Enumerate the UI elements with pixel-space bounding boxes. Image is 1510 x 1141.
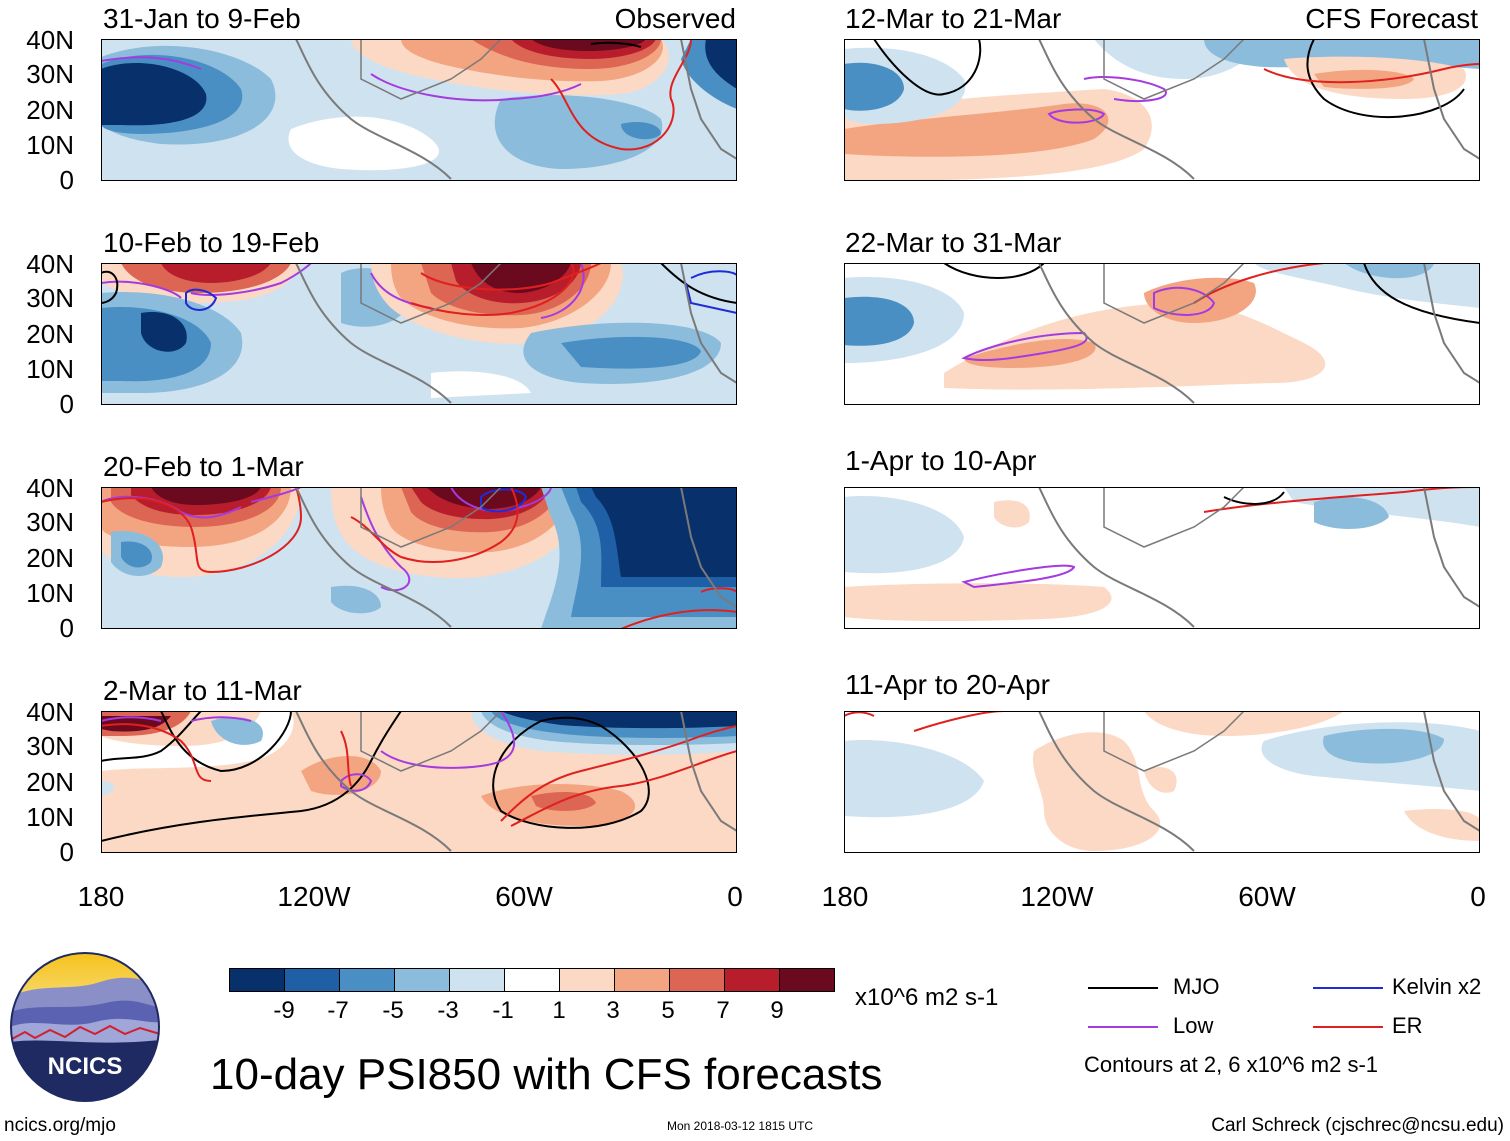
y-tick-label: 30N xyxy=(26,731,74,761)
colorbar-label: 1 xyxy=(552,997,566,1024)
x-tick-label: 120W xyxy=(1020,881,1094,912)
colorbar-swatch xyxy=(285,969,340,991)
y-tick-label: 20N xyxy=(26,95,74,125)
footer-author: Carl Schreck (cjschrec@ncsu.edu) xyxy=(1211,1115,1504,1136)
y-tick-label: 0 xyxy=(59,837,74,867)
y-tick-label: 20N xyxy=(26,767,74,797)
colorbar-swatch xyxy=(780,969,834,991)
colorbar-swatch xyxy=(450,969,505,991)
colorbar-swatch xyxy=(505,969,560,991)
y-tick-label: 10N xyxy=(26,578,74,608)
x-tick-label: 0 xyxy=(727,881,743,912)
y-tick-label: 20N xyxy=(26,319,74,349)
y-tick-label: 0 xyxy=(59,613,74,643)
footer-url: ncics.org/mjo xyxy=(4,1115,116,1136)
ncics-logo: NCICS xyxy=(10,952,160,1102)
map-observed-1 xyxy=(101,39,737,181)
colorbar-swatch xyxy=(615,969,670,991)
colorbar-units: x10^6 m2 s-1 xyxy=(855,984,999,1011)
main-title: 10-day PSI850 with CFS forecasts xyxy=(210,1050,883,1099)
colorbar-label: 5 xyxy=(661,997,675,1024)
map-forecast-2 xyxy=(844,263,1480,405)
panel-title-obs-2: 10-Feb to 19-Feb xyxy=(103,227,320,258)
footer-timestamp: Mon 2018-03-12 1815 UTC xyxy=(667,1119,814,1133)
colorbar-label: 3 xyxy=(606,997,620,1024)
forecast-tag: CFS Forecast xyxy=(1305,3,1478,34)
panel-title-fc-4: 11-Apr to 20-Apr xyxy=(845,669,1050,700)
colorbar-swatch xyxy=(340,969,395,991)
legend-low-label: Low xyxy=(1173,1013,1214,1038)
colorbar xyxy=(229,968,835,992)
colorbar-label: -9 xyxy=(273,997,295,1024)
y-tick-label: 30N xyxy=(26,507,74,537)
y-tick-label: 40N xyxy=(26,697,74,727)
colorbar-label: -3 xyxy=(437,997,459,1024)
map-observed-4 xyxy=(101,711,737,853)
y-tick-label: 10N xyxy=(26,130,74,160)
colorbar-label: 7 xyxy=(716,997,730,1024)
y-tick-label: 0 xyxy=(59,165,74,195)
y-tick-label: 40N xyxy=(26,249,74,279)
panel-title-obs-1: 31-Jan to 9-Feb xyxy=(103,3,301,34)
legend-er-label: ER xyxy=(1392,1013,1423,1038)
observed-tag: Observed xyxy=(614,3,736,34)
map-forecast-3 xyxy=(844,487,1480,629)
colorbar-swatch xyxy=(395,969,450,991)
x-tick-label: 60W xyxy=(495,881,553,912)
colorbar-swatch xyxy=(670,969,725,991)
panel-title-fc-2: 22-Mar to 31-Mar xyxy=(845,227,1062,258)
y-tick-label: 40N xyxy=(26,25,74,55)
map-forecast-1 xyxy=(844,39,1480,181)
map-observed-3 xyxy=(101,487,737,629)
y-tick-label: 40N xyxy=(26,473,74,503)
legend-contour-note: Contours at 2, 6 x10^6 m2 s-1 xyxy=(1084,1052,1379,1077)
legend-kelvin-line xyxy=(1313,987,1383,989)
colorbar-label: -1 xyxy=(492,997,514,1024)
colorbar-label: 9 xyxy=(770,997,784,1024)
colorbar-swatch xyxy=(560,969,615,991)
y-tick-label: 10N xyxy=(26,354,74,384)
legend-mjo-label: MJO xyxy=(1173,974,1220,999)
legend-kelvin-label: Kelvin x2 xyxy=(1392,974,1482,999)
legend-mjo-line xyxy=(1088,987,1158,989)
colorbar-label: -7 xyxy=(327,997,349,1024)
legend-er-line xyxy=(1313,1026,1383,1028)
map-observed-2 xyxy=(101,263,737,405)
colorbar-label: -5 xyxy=(382,997,404,1024)
y-tick-label: 30N xyxy=(26,283,74,313)
y-tick-label: 10N xyxy=(26,802,74,832)
panel-title-fc-1: 12-Mar to 21-Mar xyxy=(845,3,1062,34)
x-tick-label: 0 xyxy=(1470,881,1486,912)
x-tick-label: 180 xyxy=(77,881,125,912)
y-tick-label: 0 xyxy=(59,389,74,419)
y-tick-label: 20N xyxy=(26,543,74,573)
x-tick-label: 120W xyxy=(277,881,351,912)
panel-title-obs-4: 2-Mar to 11-Mar xyxy=(103,675,302,706)
map-forecast-4 xyxy=(844,711,1480,853)
x-tick-label: 180 xyxy=(821,881,869,912)
colorbar-swatch xyxy=(725,969,780,991)
logo-text: NCICS xyxy=(48,1053,123,1080)
legend-low-line xyxy=(1088,1026,1158,1028)
x-tick-label: 60W xyxy=(1238,881,1296,912)
panel-title-fc-3: 1-Apr to 10-Apr xyxy=(845,445,1037,476)
colorbar-swatch xyxy=(230,969,285,991)
panel-title-obs-3: 20-Feb to 1-Mar xyxy=(103,451,304,482)
y-tick-label: 30N xyxy=(26,59,74,89)
